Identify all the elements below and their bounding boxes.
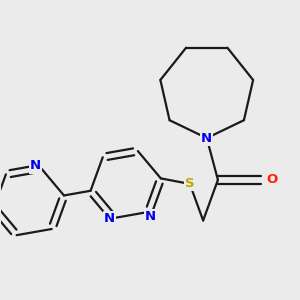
Text: N: N <box>103 212 115 225</box>
Text: N: N <box>30 160 41 172</box>
Text: N: N <box>201 132 212 145</box>
Text: S: S <box>185 177 195 190</box>
Text: N: N <box>145 210 156 223</box>
Text: O: O <box>266 173 278 186</box>
